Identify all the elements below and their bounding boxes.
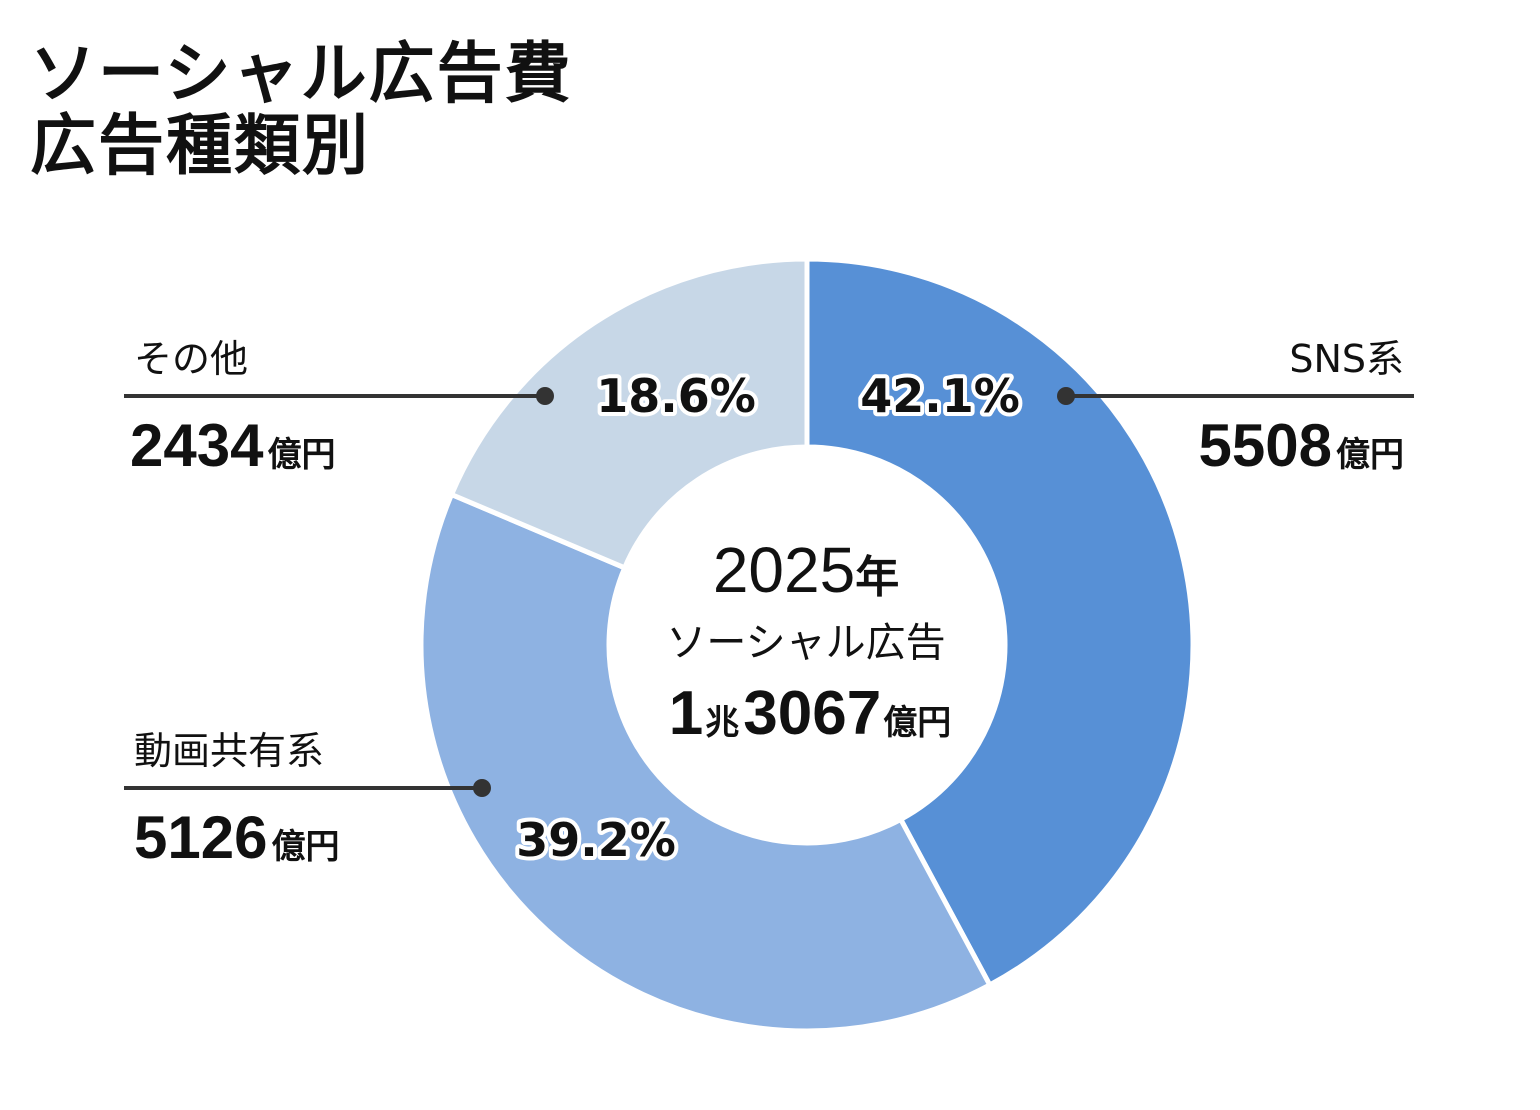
donut-segment-other: [448, 256, 810, 572]
center-year: 2025年: [713, 534, 899, 606]
category-name-other: その他: [134, 337, 248, 381]
center-total-unit2: 億円: [883, 703, 951, 743]
center-year-number: 2025: [713, 534, 855, 606]
category-value-sns: 5508 億円: [1199, 412, 1404, 479]
percent-label-sns: 42.1%: [860, 369, 1020, 423]
donut-segment-video: [418, 491, 994, 1034]
center-total-part1: 1: [669, 679, 703, 748]
chart-title: ソーシャル広告費 広告種類別: [30, 38, 573, 182]
chart-title-line2: 広告種類別: [30, 107, 370, 184]
category-value-video-unit: 億円: [271, 827, 339, 867]
category-value-sns-unit: 億円: [1336, 435, 1404, 475]
category-value-other: 2434 億円: [130, 412, 335, 479]
percent-label-other: 18.6%: [596, 369, 756, 423]
center-total: 1兆3067億円: [669, 679, 951, 748]
category-value-other-number: 2434: [130, 412, 264, 479]
center-year-unit: 年: [855, 552, 899, 603]
category-name-video: 動画共有系: [134, 729, 324, 773]
category-value-sns-number: 5508: [1199, 412, 1332, 479]
category-name-sns: SNS系: [1289, 337, 1404, 381]
center-total-part2: 3067: [743, 679, 881, 748]
leader-dot-other: [536, 387, 554, 405]
chart-title-line1: ソーシャル広告費: [30, 35, 573, 112]
leader-dot-video: [473, 779, 491, 797]
category-value-video: 5126 億円: [134, 804, 339, 871]
category-value-video-number: 5126: [134, 804, 267, 871]
donut-segment-sns: [804, 256, 1196, 989]
center-total-unit1: 兆: [705, 703, 739, 743]
leader-dot-sns: [1057, 387, 1075, 405]
center-name: ソーシャル広告: [666, 620, 945, 666]
donut-segments: [418, 256, 1196, 1034]
leader-lines: [124, 387, 1414, 797]
percent-label-video: 39.2%: [516, 813, 676, 867]
category-value-other-unit: 億円: [267, 435, 335, 475]
